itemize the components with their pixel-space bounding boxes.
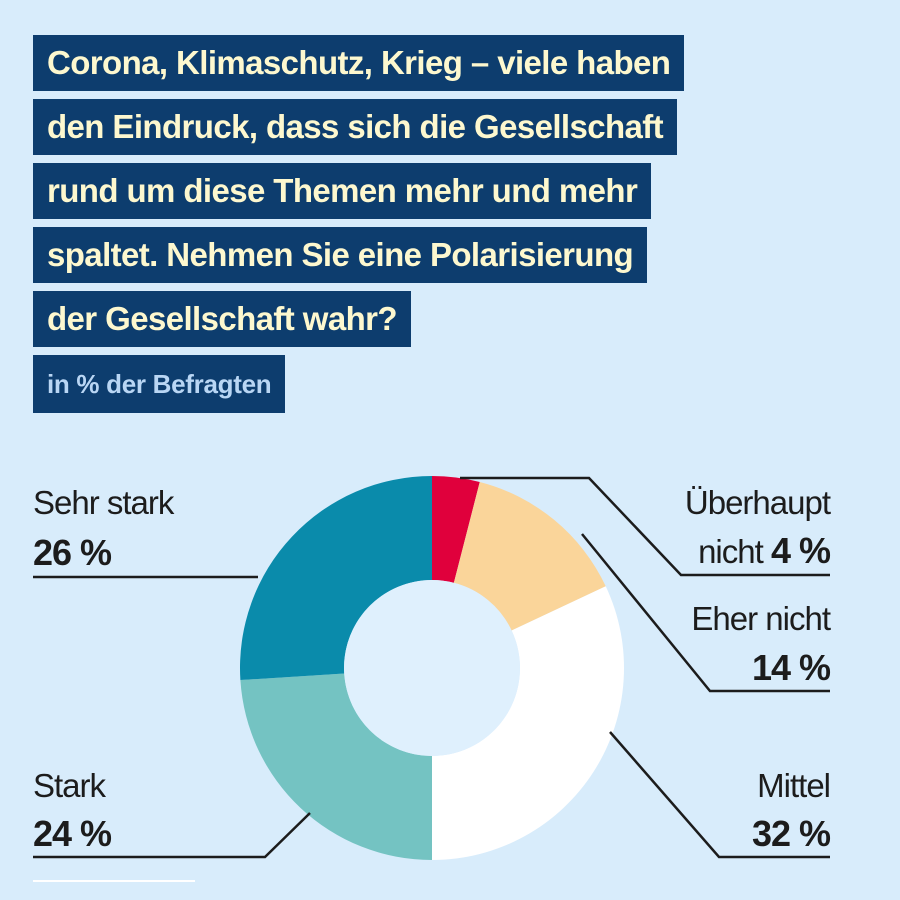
slice-value-sehr-stark: 26 % xyxy=(33,532,112,573)
title-block: Corona, Klimaschutz, Krieg – viele haben… xyxy=(33,35,685,413)
leader-line-eher-nicht xyxy=(581,533,830,693)
leader-line-ueberhaupt-nicht xyxy=(460,476,830,577)
slice-value-eher-nicht: 14 % xyxy=(752,647,831,688)
leader-line-stark xyxy=(33,812,311,859)
title-line: spaltet. Nehmen Sie eine Polarisierung xyxy=(33,227,648,283)
slice-label-mittel: Mittel xyxy=(757,767,830,804)
donut-slices xyxy=(240,476,625,860)
donut-slice-stark xyxy=(240,673,432,860)
slice-label-sehr-stark: Sehr stark xyxy=(33,484,175,521)
donut-slice-ueberhaupt-nicht xyxy=(432,476,480,583)
title-line: den Eindruck, dass sich die Gesellschaft xyxy=(33,99,678,155)
title-line: rund um diese Themen mehr und mehr xyxy=(33,163,652,219)
slice-value-mittel: 32 % xyxy=(752,813,831,854)
donut-slice-eher-nicht xyxy=(453,482,606,631)
title-line: Corona, Klimaschutz, Krieg – viele haben xyxy=(33,35,685,91)
donut-slice-mittel xyxy=(432,586,625,860)
leader-line-mittel xyxy=(609,731,830,859)
slice-value-ueberhaupt-nicht: 4 % xyxy=(771,530,831,571)
leader-lines xyxy=(33,476,830,859)
slice-label-eher-nicht: Eher nicht xyxy=(691,600,830,637)
slice-label-ueberhaupt-nicht-name: nicht xyxy=(698,533,771,570)
slice-label-ueberhaupt-nicht-line1: Überhaupt xyxy=(685,484,831,521)
bottom-rule xyxy=(33,880,195,882)
slice-value-stark: 24 % xyxy=(33,813,112,854)
slice-label-stark: Stark xyxy=(33,767,107,804)
subtitle: in % der Befragten xyxy=(33,355,286,413)
donut-hole xyxy=(344,580,520,756)
donut-slice-sehr-stark xyxy=(240,476,432,681)
title-line: der Gesellschaft wahr? xyxy=(33,291,411,347)
slice-label-ueberhaupt-nicht-line2: nicht 4 % xyxy=(698,530,831,571)
